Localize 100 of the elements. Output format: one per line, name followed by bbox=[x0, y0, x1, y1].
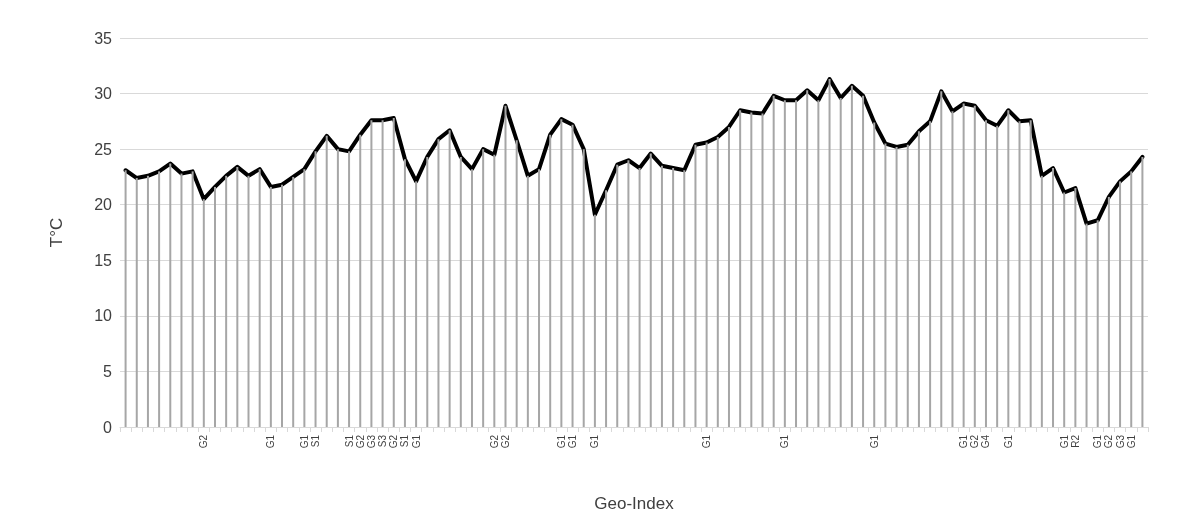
bar bbox=[560, 119, 563, 427]
x-tick-label: G1 bbox=[1002, 434, 1014, 449]
bar bbox=[482, 149, 485, 427]
bar bbox=[884, 143, 887, 427]
bar bbox=[828, 79, 831, 427]
bar bbox=[180, 173, 183, 427]
bar bbox=[616, 164, 619, 427]
y-tick-label: 35 bbox=[94, 29, 113, 47]
bar bbox=[392, 118, 395, 427]
bar bbox=[906, 144, 909, 427]
x-tick-label: S1 bbox=[343, 434, 355, 448]
x-tick-label: G2 bbox=[488, 434, 500, 449]
bar bbox=[817, 100, 820, 427]
bar bbox=[1040, 175, 1043, 427]
bar bbox=[672, 168, 675, 427]
x-tick-label: G1 bbox=[1058, 434, 1070, 449]
bar bbox=[850, 85, 853, 427]
bar bbox=[940, 91, 943, 427]
x-tick-label: G1 bbox=[958, 434, 970, 449]
x-tick-label: G1 bbox=[779, 434, 791, 449]
bar bbox=[292, 176, 295, 427]
bar bbox=[1119, 181, 1122, 427]
bar bbox=[359, 134, 362, 427]
bar bbox=[1130, 171, 1133, 427]
x-tick-label: G1 bbox=[589, 434, 601, 449]
bar bbox=[1074, 188, 1077, 427]
bar bbox=[381, 120, 384, 427]
y-tick-label: 10 bbox=[94, 307, 113, 325]
bar bbox=[1096, 220, 1099, 427]
bar bbox=[370, 120, 373, 427]
x-axis-title: Geo-Index bbox=[594, 494, 675, 513]
y-tick-label: 15 bbox=[94, 251, 113, 269]
bar bbox=[660, 165, 663, 427]
bar bbox=[761, 113, 764, 427]
bar bbox=[225, 175, 228, 427]
bar bbox=[426, 156, 429, 427]
bar bbox=[750, 112, 753, 427]
y-tick-label: 0 bbox=[103, 418, 113, 436]
x-tick-label: G2 bbox=[388, 434, 400, 449]
x-tick-label: G2 bbox=[969, 434, 981, 449]
bar bbox=[448, 130, 451, 427]
bar bbox=[236, 166, 239, 427]
x-tick-label: G1 bbox=[298, 434, 310, 449]
x-tick-label: G1 bbox=[567, 434, 579, 449]
bar bbox=[951, 111, 954, 427]
bar bbox=[605, 190, 608, 427]
x-tick-label: S1 bbox=[310, 434, 322, 448]
bar bbox=[336, 149, 339, 427]
bar bbox=[739, 110, 742, 427]
line-series bbox=[123, 77, 1145, 226]
x-tick-label: G1 bbox=[701, 434, 713, 449]
bar bbox=[627, 160, 630, 427]
bar bbox=[895, 146, 898, 427]
bar bbox=[783, 100, 786, 427]
bar bbox=[258, 169, 261, 427]
x-tick-label: G2 bbox=[500, 434, 511, 449]
bar bbox=[996, 125, 999, 427]
bar bbox=[515, 140, 518, 427]
y-tick-label: 20 bbox=[94, 196, 113, 214]
x-tick-label: G3 bbox=[1114, 434, 1126, 449]
bar bbox=[1063, 192, 1066, 427]
x-tick-label: R2 bbox=[1069, 434, 1081, 448]
bar bbox=[1007, 110, 1010, 427]
y-tick-label: 5 bbox=[103, 362, 113, 380]
bar bbox=[917, 131, 920, 427]
x-tick-label: G1 bbox=[1092, 434, 1104, 449]
bar bbox=[146, 175, 149, 427]
bar bbox=[549, 134, 552, 427]
bar bbox=[962, 103, 965, 427]
bar bbox=[1085, 223, 1088, 427]
bar bbox=[124, 170, 127, 427]
y-tick-label: 30 bbox=[94, 85, 113, 103]
bar bbox=[202, 199, 205, 427]
bar bbox=[1018, 121, 1021, 427]
bar bbox=[281, 184, 284, 427]
bar bbox=[504, 105, 507, 427]
bar bbox=[705, 142, 708, 427]
bar bbox=[403, 159, 406, 427]
bar bbox=[415, 181, 418, 427]
bar bbox=[683, 170, 686, 427]
bar bbox=[716, 136, 719, 427]
bar bbox=[314, 151, 317, 427]
bar bbox=[303, 169, 306, 427]
x-tick-label: G2 bbox=[1103, 434, 1115, 449]
x-tick-label: S3 bbox=[377, 434, 389, 448]
bar bbox=[325, 135, 328, 427]
bar bbox=[649, 153, 652, 427]
x-tick-label: G2 bbox=[198, 434, 210, 449]
bar bbox=[493, 154, 496, 427]
bar bbox=[727, 126, 730, 427]
bar bbox=[839, 98, 842, 427]
bar bbox=[582, 149, 585, 427]
bar bbox=[247, 175, 250, 427]
x-tick-label: G1 bbox=[1125, 434, 1137, 449]
bar bbox=[973, 105, 976, 427]
y-axis-title: T°C bbox=[47, 217, 66, 248]
bar bbox=[1141, 156, 1144, 427]
bar bbox=[795, 100, 798, 427]
bar bbox=[437, 139, 440, 427]
bar bbox=[169, 163, 172, 427]
